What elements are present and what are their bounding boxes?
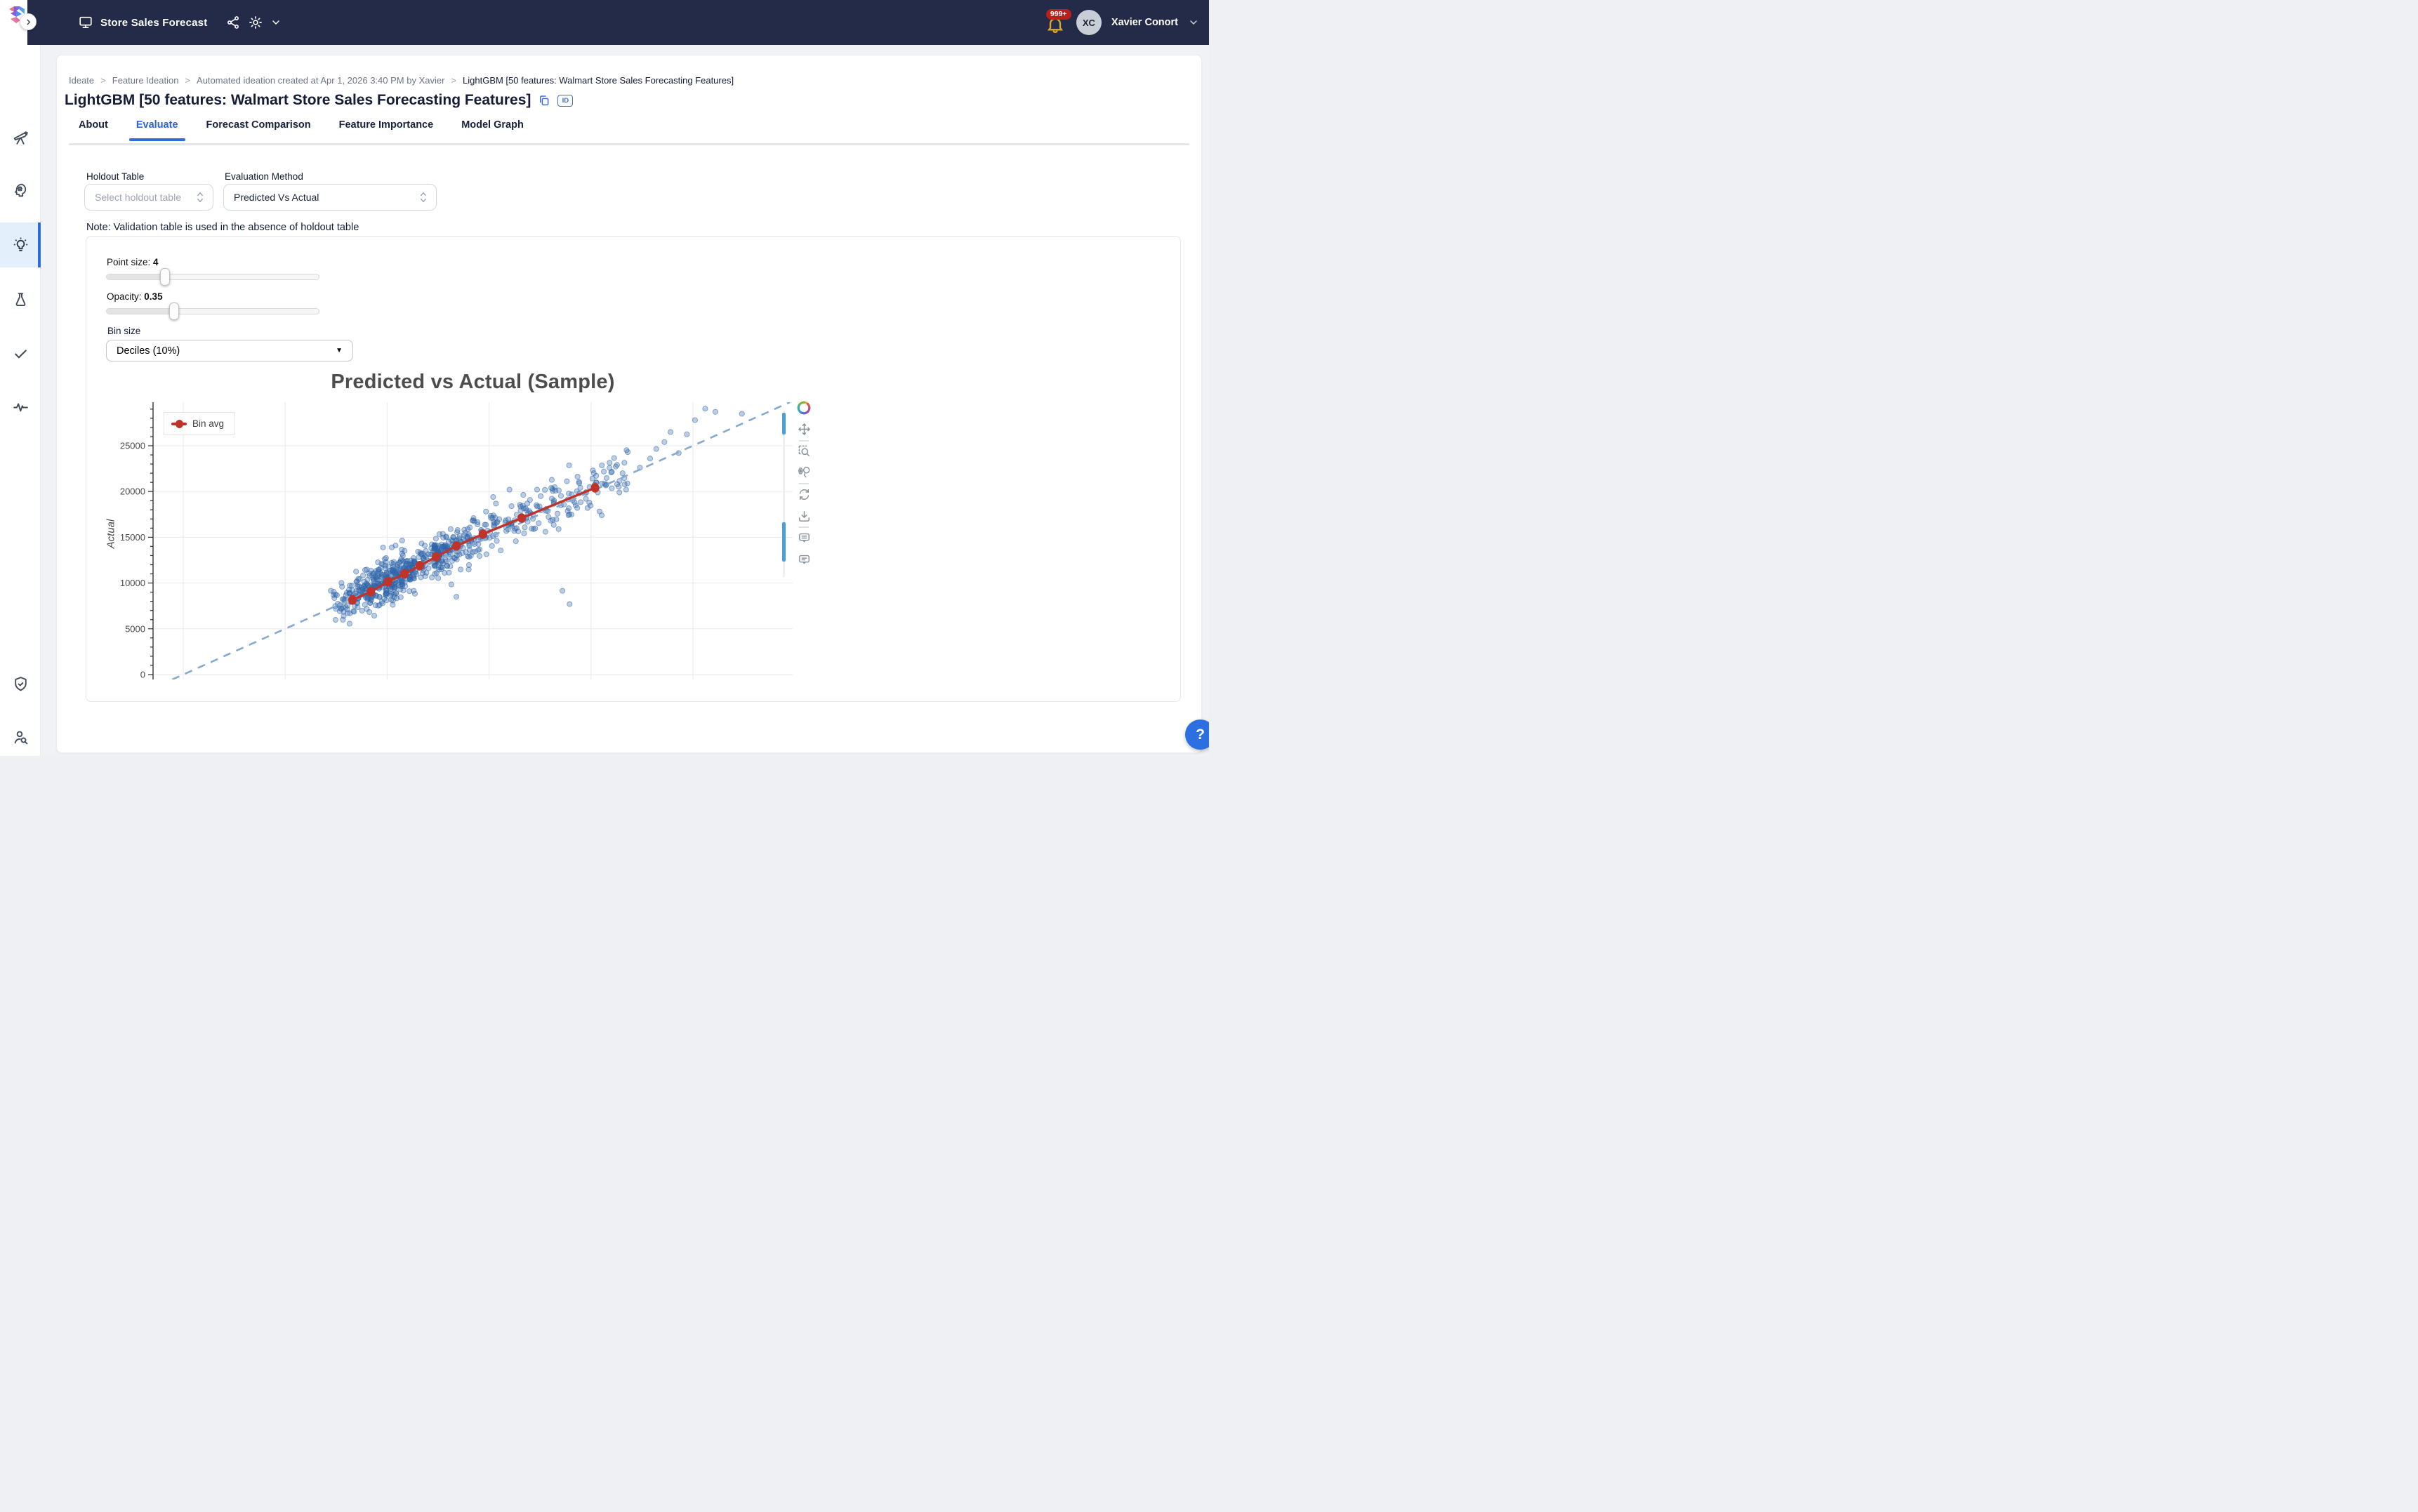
- app-root: Store Sales Forecast 999+: [0, 0, 1209, 756]
- reset-axes-icon[interactable]: [798, 488, 811, 501]
- y-tick-label: 15000: [120, 532, 145, 543]
- id-badge-icon[interactable]: ID: [557, 94, 574, 107]
- notifications-button[interactable]: 999+: [1045, 9, 1071, 34]
- y-tick-label: 20000: [120, 486, 145, 497]
- sidebar-item-brain-gear[interactable]: [0, 168, 41, 213]
- tab-model-graph[interactable]: Model Graph: [461, 119, 524, 131]
- bin-size-value: Deciles (10%): [117, 345, 180, 357]
- gear-icon[interactable]: [248, 15, 263, 30]
- monitor-icon: [78, 15, 93, 30]
- modebar-scroll-thumb[interactable]: [782, 522, 786, 562]
- dropdown-arrow-icon: ▼: [336, 347, 343, 354]
- y-tick-label: 5000: [125, 623, 145, 634]
- breadcrumb-separator: >: [185, 75, 191, 86]
- sidebar: [0, 0, 41, 756]
- tab-about[interactable]: About: [79, 119, 108, 131]
- sidebar-item-governance[interactable]: [0, 661, 41, 706]
- sidebar-collapse-button[interactable]: [20, 13, 37, 30]
- sidebar-item-user-search[interactable]: [0, 715, 41, 756]
- select-updown-icon: [197, 192, 203, 203]
- plotly-logo-icon[interactable]: [796, 400, 812, 416]
- zoom-box-select-icon[interactable]: [798, 444, 811, 458]
- page-title: LightGBM [50 features: Walmart Store Sal…: [65, 92, 531, 108]
- bin-avg-legend-marker: [171, 419, 187, 428]
- modebar-separator: [799, 526, 809, 528]
- slider-thumb[interactable]: [169, 303, 180, 320]
- chart-legend[interactable]: Bin avg: [164, 412, 235, 435]
- notification-badge: 999+: [1045, 9, 1071, 20]
- modebar-scroll-thumb[interactable]: [782, 413, 786, 435]
- pan-icon[interactable]: [798, 423, 811, 436]
- evaluation-method-label: Evaluation Method: [225, 171, 303, 182]
- sidebar-item-telescope[interactable]: [0, 115, 41, 160]
- bin-avg-legend-label: Bin avg: [192, 418, 225, 429]
- tab-divider: [69, 143, 1189, 145]
- copy-icon[interactable]: [538, 94, 550, 107]
- help-button[interactable]: ?: [1185, 719, 1209, 750]
- holdout-table-select[interactable]: Select holdout table: [84, 184, 213, 211]
- bin-size-select[interactable]: Deciles (10%) ▼: [106, 340, 353, 362]
- chart-title: Predicted vs Actual (Sample): [331, 371, 615, 393]
- breadcrumb-separator: >: [100, 75, 106, 86]
- tab-bar: About Evaluate Forecast Comparison Featu…: [79, 119, 524, 141]
- breadcrumb-ideation-run[interactable]: Automated ideation created at Apr 1, 202…: [197, 75, 445, 86]
- y-tick-label: 0: [140, 669, 145, 679]
- grid-lines: [153, 402, 793, 679]
- modebar-scroll-track: [783, 411, 785, 577]
- tab-feature-importance[interactable]: Feature Importance: [338, 119, 434, 131]
- diagonal-reference-line: [171, 402, 791, 679]
- holdout-table-label: Holdout Table: [86, 171, 145, 182]
- tab-forecast-comparison[interactable]: Forecast Comparison: [206, 119, 311, 131]
- sidebar-item-monitoring[interactable]: [0, 384, 41, 429]
- breadcrumb-current: LightGBM [50 features: Walmart Store Sal…: [463, 75, 734, 86]
- sidebar-item-experiments[interactable]: [0, 277, 41, 321]
- top-bar-right: 999+ XC Xavier Conort: [1045, 0, 1199, 45]
- top-bar: Store Sales Forecast 999+: [27, 0, 1209, 45]
- predicted-vs-actual-chart[interactable]: 0 5000 10000 15000 20000 25000: [105, 390, 814, 696]
- opacity-label: Opacity: 0.35: [107, 291, 163, 302]
- download-icon[interactable]: [798, 510, 811, 523]
- point-size-label: Point size: 4: [107, 257, 159, 267]
- lasso-select-icon[interactable]: [798, 465, 811, 479]
- hover-compare-icon[interactable]: [798, 553, 811, 566]
- modebar-separator: [799, 483, 809, 484]
- project-selector[interactable]: Store Sales Forecast: [78, 15, 282, 30]
- breadcrumb-ideate[interactable]: Ideate: [69, 75, 95, 86]
- y-tick-label: 25000: [120, 440, 145, 451]
- bin-size-label: Bin size: [107, 326, 141, 336]
- breadcrumb-feature-ideation[interactable]: Feature Ideation: [112, 75, 179, 86]
- user-menu-chevron-icon[interactable]: [1188, 15, 1199, 30]
- y-axis: 0 5000 10000 15000 20000 25000: [120, 402, 154, 679]
- select-updown-icon: [421, 192, 426, 203]
- slider-thumb[interactable]: [160, 268, 171, 286]
- tab-evaluate[interactable]: Evaluate: [128, 119, 185, 141]
- title-row: LightGBM [50 features: Walmart Store Sal…: [65, 92, 574, 109]
- point-size-slider[interactable]: [106, 268, 319, 286]
- sidebar-item-ideate[interactable]: [0, 223, 41, 267]
- slider-fill: [107, 274, 166, 279]
- bin-avg-series: [348, 483, 600, 605]
- modebar-separator: [799, 440, 809, 442]
- evaluation-method-value: Predicted Vs Actual: [234, 192, 319, 203]
- share-icon[interactable]: [225, 15, 241, 30]
- y-tick-label: 10000: [120, 578, 145, 588]
- scatter-points: [328, 406, 745, 627]
- evaluation-method-select[interactable]: Predicted Vs Actual: [223, 184, 437, 211]
- hover-closest-icon[interactable]: [798, 531, 811, 545]
- breadcrumb: Ideate > Feature Ideation > Automated id…: [69, 75, 734, 86]
- breadcrumb-separator: >: [451, 75, 457, 86]
- user-name: Xavier Conort: [1111, 17, 1178, 28]
- avatar[interactable]: XC: [1076, 10, 1102, 35]
- opacity-slider[interactable]: [106, 303, 319, 320]
- featurebyte-logo[interactable]: [8, 5, 29, 27]
- chevron-down-icon[interactable]: [270, 15, 282, 30]
- slider-fill: [107, 309, 175, 314]
- holdout-table-placeholder: Select holdout table: [95, 192, 181, 203]
- project-title: Store Sales Forecast: [100, 16, 208, 29]
- validation-note: Note: Validation table is used in the ab…: [86, 222, 359, 233]
- sidebar-item-approvals[interactable]: [0, 331, 41, 376]
